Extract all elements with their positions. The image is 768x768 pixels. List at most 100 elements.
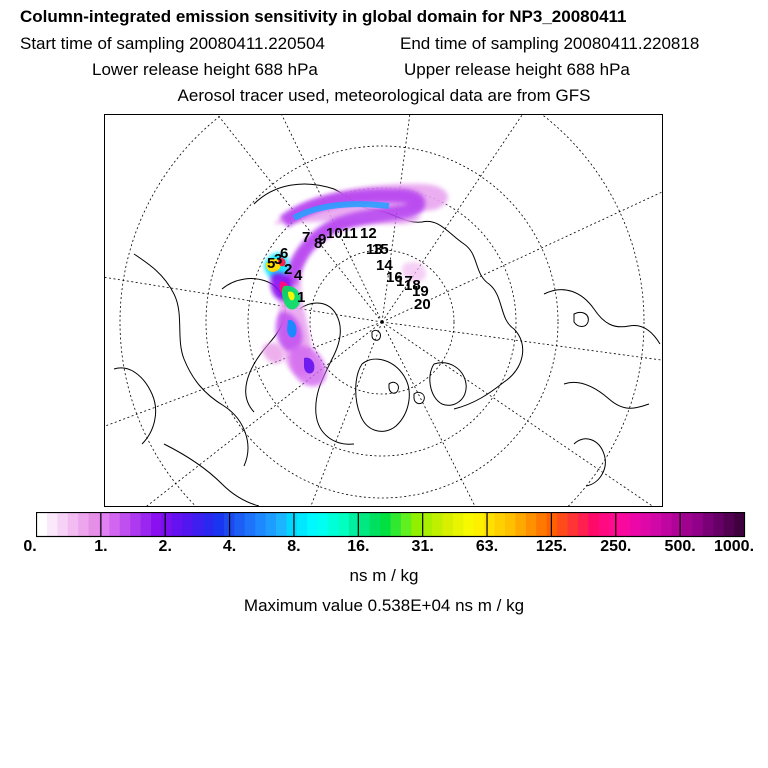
colorbar-tick-label: 2.	[158, 538, 172, 555]
colorbar-segment	[650, 512, 662, 537]
colorbar-segment	[130, 512, 142, 537]
colorbar-segment	[619, 512, 631, 537]
day-marker: 6	[280, 245, 288, 262]
colorbar-tick-label: 250.	[600, 538, 632, 555]
colorbar-tick-label: 8.	[287, 538, 301, 555]
colorbar-segment	[369, 512, 381, 537]
colorbar-segment	[119, 512, 131, 537]
colorbar-segment	[46, 512, 58, 537]
colorbar-segment	[452, 512, 464, 537]
colorbar-segment	[234, 512, 246, 537]
day-marker: 17	[396, 273, 413, 290]
colorbar-tick-label: 0.	[23, 538, 37, 555]
colorbar-segment	[640, 512, 652, 537]
colorbar-segment	[505, 512, 516, 537]
colorbar-tick-label: 125.	[535, 538, 567, 555]
colorbar-segment	[328, 512, 339, 537]
colorbar-segment	[682, 512, 693, 537]
colorbar-segment	[442, 512, 454, 537]
colorbar-segment	[692, 512, 704, 537]
colorbar-segment	[244, 512, 256, 537]
colorbar-segment	[140, 512, 152, 537]
colorbar-segment	[629, 512, 641, 537]
colorbar-tick-label: 16.	[347, 538, 370, 555]
day-marker: 13	[366, 241, 383, 258]
day-marker: 18	[404, 277, 421, 294]
colorbar-segment	[109, 512, 121, 537]
colorbar-segment	[557, 512, 568, 537]
upper-release-label: Upper release height 688 hPa	[404, 60, 630, 79]
day-marker: 11	[342, 225, 358, 242]
graticule	[104, 114, 663, 507]
colorbar-segment	[98, 512, 110, 537]
day-marker: 16	[386, 269, 403, 286]
colorbar-segment	[723, 512, 735, 537]
colorbar-segment	[265, 512, 277, 537]
colorbar-segment	[473, 512, 485, 537]
colorbar-segment	[661, 512, 673, 537]
day-marker: 19	[412, 283, 429, 300]
day-marker: 1	[297, 289, 305, 306]
colorbar-segment	[296, 512, 308, 537]
colorbar-segment	[588, 512, 600, 537]
colorbar-segment	[88, 512, 100, 537]
colorbar-segment	[734, 512, 745, 537]
colorbar-segment	[171, 512, 183, 537]
day-marker: 9	[318, 231, 326, 248]
colorbar-segment	[536, 512, 548, 537]
colorbar-segment	[494, 512, 506, 537]
day-marker: 20	[414, 296, 431, 313]
colorbar-segment	[255, 512, 266, 537]
day-marker: 10	[326, 225, 343, 242]
colorbar-segment	[36, 512, 48, 537]
colorbar-segment	[421, 512, 433, 537]
day-marker: 8	[314, 235, 322, 252]
end-time-label: End time of sampling 20080411.220818	[400, 34, 700, 53]
colorbar-segment	[348, 512, 360, 537]
day-marker: 15	[372, 241, 389, 258]
colorbar-segment	[359, 512, 371, 537]
colorbar-segment	[213, 512, 225, 537]
colorbar-tick-label: 4.	[222, 538, 237, 555]
colorbar-segment	[338, 512, 350, 537]
colorbar-segment	[525, 512, 537, 537]
day-marker: 12	[360, 225, 377, 242]
chart-title: Column-integrated emission sensitivity i…	[20, 7, 627, 26]
map-frame	[104, 114, 663, 507]
plume-field	[262, 183, 448, 387]
colorbar-segment	[400, 512, 412, 537]
day-markers: 1 2 3 4 5 6 7 8 9 10 11 12 13 14 15 16 1…	[267, 225, 431, 313]
colorbar-segment	[577, 512, 589, 537]
day-marker: 7	[302, 229, 310, 246]
colorbar-unit: ns m / kg	[349, 566, 419, 585]
colorbar-segment	[463, 512, 475, 537]
colorbar-segment	[713, 512, 725, 537]
start-time-label: Start time of sampling 20080411.220504	[20, 34, 325, 53]
colorbar-tick-label: 500.	[664, 538, 696, 555]
colorbar-segment	[515, 512, 527, 537]
colorbar-segment	[151, 512, 162, 537]
day-marker: 3	[274, 251, 282, 268]
maximum-value-label: Maximum value 0.538E+04 ns m / kg	[243, 596, 525, 615]
colorbar-segment	[546, 512, 558, 537]
colorbar-segment	[567, 512, 579, 537]
colorbar-segment	[307, 512, 319, 537]
day-marker: 14	[376, 257, 393, 274]
tracer-label: Aerosol tracer used, meteorological data…	[177, 86, 591, 105]
colorbar-segment	[161, 512, 173, 537]
colorbar-tick-labels: 0. 1. 2. 4. 8. 16. 31. 63. 125. 250. 500. 1000.	[0, 538, 768, 560]
colorbar-segment	[203, 512, 214, 537]
colorbar-tick-label: 1.	[94, 538, 108, 555]
colorbar-segment	[317, 512, 329, 537]
colorbar-tick-label: 1000.	[713, 538, 755, 555]
day-marker: 2	[284, 261, 292, 278]
day-marker: 5	[267, 255, 275, 272]
colorbar-segment	[484, 512, 496, 537]
colorbar-segment	[182, 512, 194, 537]
colorbar-segment	[275, 512, 287, 537]
colorbar-segment	[57, 512, 69, 537]
colorbar-segment	[192, 512, 204, 537]
colorbar-segment	[671, 512, 683, 537]
colorbar-segment	[380, 512, 391, 537]
colorbar	[36, 512, 746, 538]
